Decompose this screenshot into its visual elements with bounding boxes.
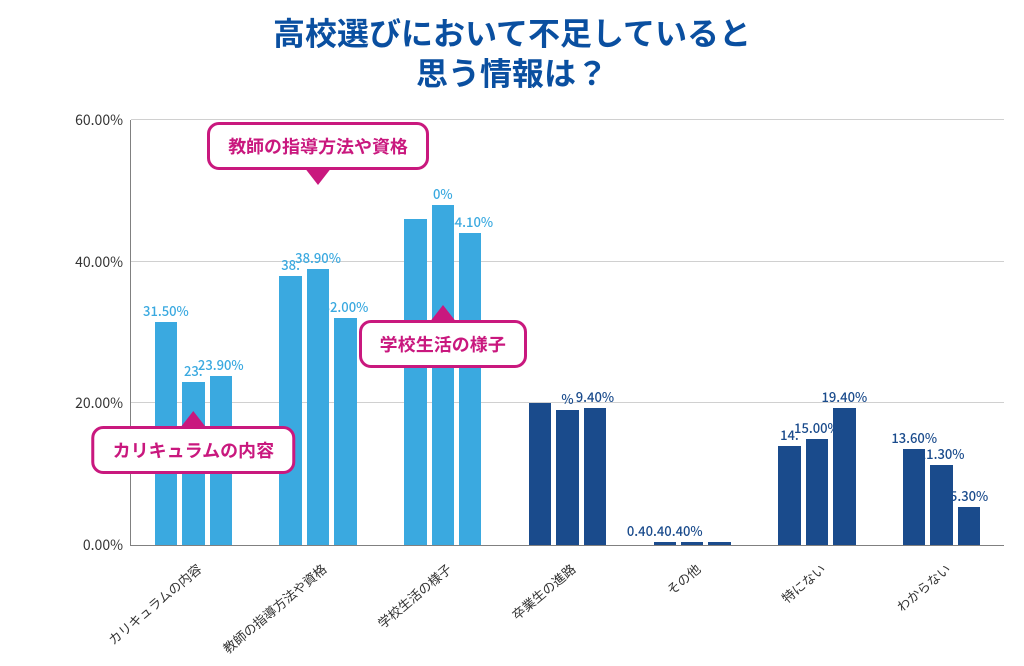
bar: 15.00% [806, 439, 828, 545]
bar-group: 14.15.00%19.40%特にない [755, 120, 880, 545]
callout: 学校生活の様子 [359, 320, 527, 368]
bar-value-label: 44.10% [447, 212, 493, 233]
bar-value-label: % [561, 389, 573, 410]
bar: 0% [432, 205, 454, 545]
triangle-up-icon [179, 411, 207, 429]
bar-value-label: 5.30% [950, 486, 988, 507]
chart-plot-area: 0.00%20.00%40.00%60.00%31.50%23.23.90%カリ… [130, 120, 1004, 546]
callout: 教師の指導方法や資格 [207, 122, 429, 170]
bar: 19.40% [833, 408, 855, 545]
bar: 32.00% [334, 318, 356, 545]
bar: 9.40% [584, 408, 606, 545]
y-axis-label: 0.00% [83, 535, 131, 555]
y-axis-label: 40.00% [75, 252, 131, 272]
callout-text: カリキュラムの内容 [113, 437, 274, 463]
bar-value-label: 0.40.40.40% [627, 521, 703, 542]
triangle-up-icon [429, 305, 457, 323]
bar [529, 403, 551, 545]
y-axis-label: 20.00% [75, 393, 131, 413]
bar: 14. [778, 446, 800, 545]
y-axis-label: 60.00% [75, 110, 131, 130]
callout: カリキュラムの内容 [92, 426, 295, 474]
bar [404, 219, 426, 545]
chart: 0.00%20.00%40.00%60.00%31.50%23.23.90%カリ… [60, 120, 1004, 546]
bar: 44.10% [459, 233, 481, 545]
bar: % [556, 410, 578, 545]
chart-title-line1: 高校選びにおいて不足していると [0, 12, 1024, 52]
chart-title: 高校選びにおいて不足していると 思う情報は？ [0, 0, 1024, 92]
bar-group: 31.50%23.23.90%カリキュラムの内容 [131, 120, 256, 545]
bar-value-label: 11.30% [919, 444, 965, 465]
bar-value-label: 38.90% [295, 248, 341, 269]
bar-group: 13.60%11.30%5.30%わからない [879, 120, 1004, 545]
bar-value-label: 23.90% [198, 355, 244, 376]
bar: 38. [279, 276, 301, 545]
bar-value-label: 9.40% [576, 387, 614, 408]
bar-group: 0.40.40.40%その他 [630, 120, 755, 545]
bar-value-label: 19.40% [821, 387, 867, 408]
bar: 0.40.40.40% [654, 542, 676, 545]
callout-text: 教師の指導方法や資格 [228, 133, 408, 159]
bar [681, 542, 703, 545]
bar-value-label: 32.00% [323, 297, 369, 318]
chart-title-line2: 思う情報は？ [0, 52, 1024, 92]
bar-value-label: 0% [433, 184, 453, 205]
triangle-down-icon [304, 167, 332, 185]
callout-text: 学校生活の様子 [380, 331, 506, 357]
bar-value-label: 31.50% [143, 301, 189, 322]
